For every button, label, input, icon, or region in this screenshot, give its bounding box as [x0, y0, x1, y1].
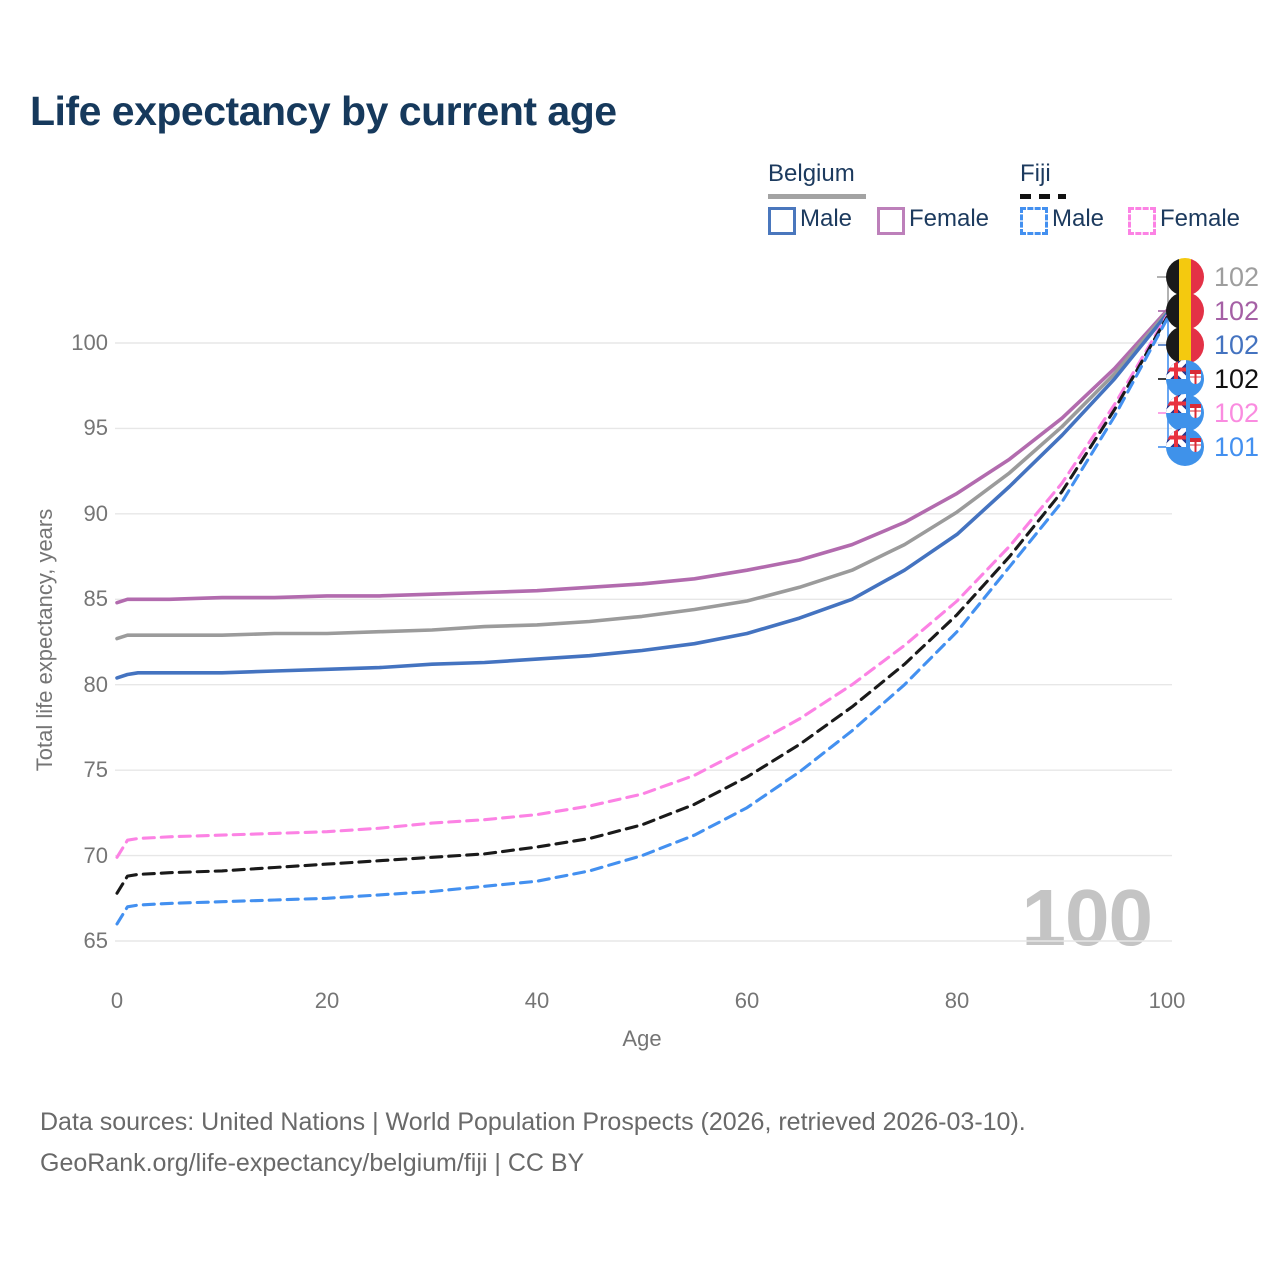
- legend-swatch-fiji-female[interactable]: [1128, 207, 1156, 235]
- x-tick-40: 40: [524, 988, 550, 1013]
- end-value: 102: [1214, 262, 1260, 292]
- series-line-fiji-male: [115, 317, 1169, 926]
- union-jack-canton: [1166, 360, 1186, 379]
- legend-swatch-belgium-female[interactable]: [877, 207, 905, 235]
- attribution-text: GeoRank.org/life-expectancy/belgium/fiji…: [40, 1149, 585, 1177]
- y-tick-75: 75: [83, 757, 108, 783]
- legend-swatch-belgium-male[interactable]: [768, 207, 796, 235]
- line-chart-plot: [115, 276, 1172, 942]
- belgium-flag-icon: [1166, 326, 1204, 364]
- end-value: 102: [1214, 330, 1260, 360]
- y-tick-85: 85: [83, 586, 108, 612]
- legend-group-fiji-label: Fiji: [1020, 160, 1051, 187]
- legend-label-belgium-female[interactable]: Female: [909, 205, 990, 232]
- y-tick-65: 65: [83, 928, 108, 953]
- fiji-flag-icon: [1166, 394, 1204, 432]
- x-tick-100: 100: [1148, 988, 1186, 1013]
- end-value: 102: [1214, 296, 1260, 326]
- belgium-flag-icon: [1166, 258, 1204, 296]
- series-line-fiji-female: [115, 314, 1169, 859]
- legend-swatch-fiji-male[interactable]: [1020, 207, 1048, 235]
- x-tick-0: 0: [110, 988, 124, 1013]
- fiji-flag-icon: [1166, 428, 1204, 466]
- legend-group-belgium-label: Belgium: [768, 160, 855, 187]
- union-jack-canton: [1166, 428, 1186, 447]
- y-tick-80: 80: [83, 671, 108, 697]
- belgium-flag-icon: [1166, 292, 1204, 330]
- age-counter-watermark: 100: [1021, 873, 1153, 962]
- legend-belgium-line-sample: [768, 194, 866, 199]
- fiji-shield: [1190, 370, 1201, 384]
- end-value: 101: [1214, 432, 1260, 462]
- x-tick-20: 20: [314, 988, 340, 1013]
- x-axis-title: Age: [622, 1026, 662, 1051]
- y-tick-100: 100: [71, 330, 108, 355]
- series-line-belgium-female: [115, 308, 1169, 605]
- fiji-shield: [1190, 438, 1201, 452]
- fiji-shield: [1190, 404, 1201, 418]
- series-line-fiji-both-sexes: [115, 315, 1169, 895]
- y-tick-70: 70: [83, 842, 108, 868]
- union-jack-canton: [1166, 394, 1186, 413]
- data-sources-text: Data sources: United Nations | World Pop…: [40, 1108, 1026, 1136]
- page-title: Life expectancy by current age: [30, 88, 617, 134]
- legend-label-belgium-male[interactable]: Male: [800, 205, 853, 232]
- series-line-belgium-both-sexes: [115, 310, 1169, 641]
- end-value: 102: [1214, 398, 1260, 428]
- end-value: 102: [1214, 364, 1260, 394]
- fiji-flag-icon: [1166, 360, 1204, 398]
- legend-label-fiji-male[interactable]: Male: [1052, 205, 1105, 232]
- x-tick-80: 80: [944, 988, 970, 1013]
- legend-fiji-line-sample: [1020, 194, 1066, 199]
- y-tick-95: 95: [83, 415, 108, 441]
- series-line-belgium-male: [115, 312, 1169, 680]
- y-tick-90: 90: [83, 500, 108, 526]
- legend-label-fiji-female[interactable]: Female: [1160, 205, 1241, 232]
- x-tick-60: 60: [734, 988, 760, 1013]
